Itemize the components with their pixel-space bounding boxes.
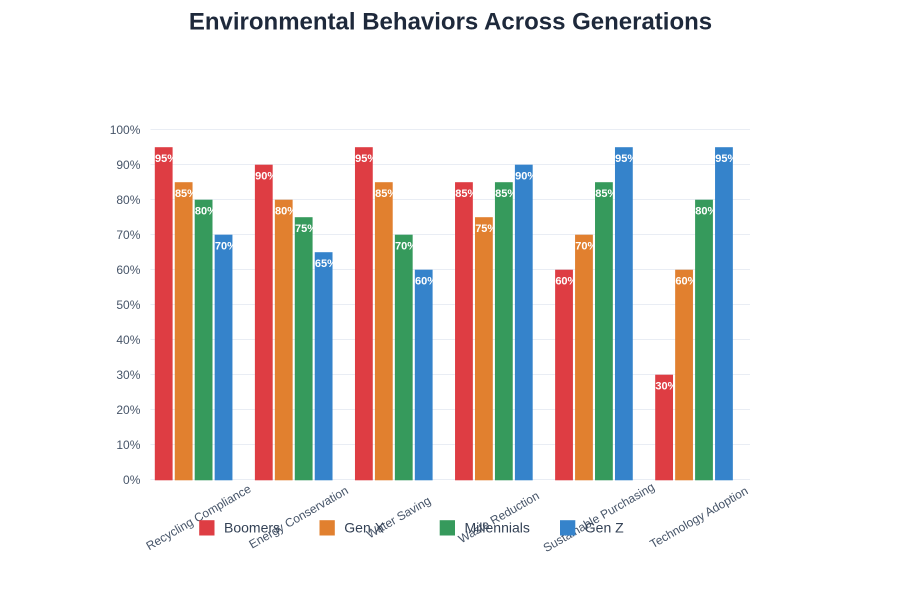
svg-text:Gen Z: Gen Z <box>585 519 624 535</box>
svg-text:90%: 90% <box>255 171 277 183</box>
svg-text:Millennials: Millennials <box>465 519 530 535</box>
svg-text:85%: 85% <box>595 188 617 200</box>
svg-text:100%: 100% <box>110 123 141 137</box>
svg-text:30%: 30% <box>116 368 140 382</box>
svg-text:60%: 60% <box>675 276 697 288</box>
svg-text:80%: 80% <box>275 206 297 218</box>
svg-text:85%: 85% <box>175 188 197 200</box>
svg-text:20%: 20% <box>116 403 140 417</box>
svg-text:85%: 85% <box>455 188 477 200</box>
svg-text:80%: 80% <box>116 193 140 207</box>
svg-text:50%: 50% <box>116 298 140 312</box>
svg-text:80%: 80% <box>695 206 717 218</box>
svg-text:95%: 95% <box>715 153 737 165</box>
svg-text:75%: 75% <box>295 223 317 235</box>
svg-text:75%: 75% <box>475 223 497 235</box>
svg-text:0%: 0% <box>123 473 141 487</box>
svg-text:85%: 85% <box>375 188 397 200</box>
svg-text:Boomers: Boomers <box>224 519 280 535</box>
svg-text:30%: 30% <box>655 381 677 393</box>
svg-text:95%: 95% <box>615 153 637 165</box>
svg-text:60%: 60% <box>555 276 577 288</box>
svg-text:40%: 40% <box>116 333 140 347</box>
svg-text:Environmental Behaviors Across: Environmental Behaviors Across Generatio… <box>189 9 712 36</box>
svg-text:60%: 60% <box>116 263 140 277</box>
svg-text:95%: 95% <box>155 153 177 165</box>
svg-text:65%: 65% <box>315 258 337 270</box>
svg-text:10%: 10% <box>116 438 140 452</box>
svg-text:70%: 70% <box>215 241 237 253</box>
svg-text:70%: 70% <box>395 241 417 253</box>
svg-text:90%: 90% <box>515 171 537 183</box>
svg-text:70%: 70% <box>575 241 597 253</box>
svg-text:95%: 95% <box>355 153 377 165</box>
svg-text:80%: 80% <box>195 206 217 218</box>
svg-text:Gen X: Gen X <box>344 519 384 535</box>
svg-text:85%: 85% <box>495 188 517 200</box>
svg-text:90%: 90% <box>116 158 140 172</box>
svg-text:70%: 70% <box>116 228 140 242</box>
svg-text:60%: 60% <box>415 276 437 288</box>
